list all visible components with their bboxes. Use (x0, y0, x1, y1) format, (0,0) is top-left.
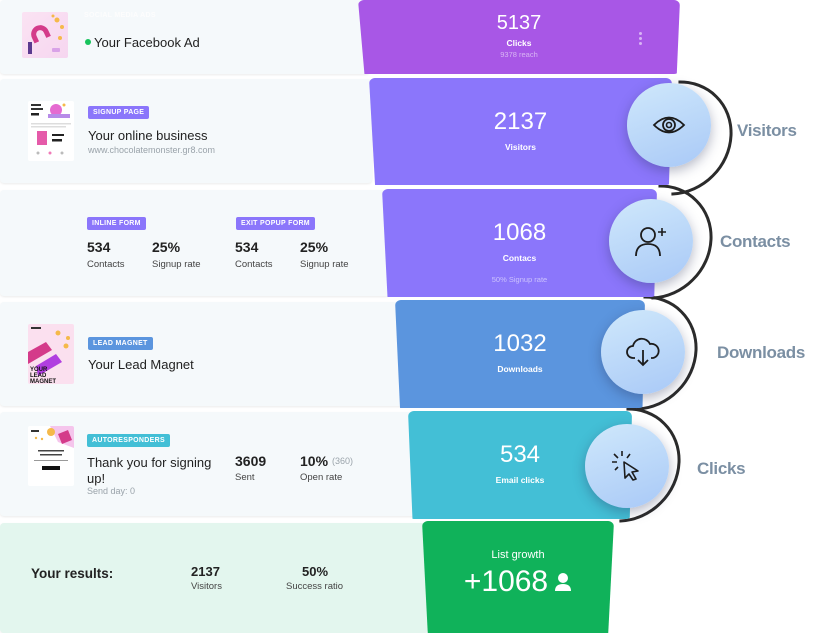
signup-page-title: Your online business (88, 128, 208, 143)
more-vertical-icon[interactable] (639, 32, 642, 47)
source-tag: SOCIAL MEDIA ADS (84, 12, 156, 19)
exit-contacts-label: Contacts (235, 259, 273, 270)
visitors-value: 2137 (493, 108, 548, 135)
contacts-label: Contacs (502, 253, 537, 263)
send-day: Send day: 0 (87, 486, 136, 496)
sent-value: 3609 (235, 453, 267, 469)
row-lead-magnet[interactable]: YOUR LEAD MAGNET LEAD MAGNET Your Lead M… (0, 302, 405, 406)
user-icon (555, 573, 572, 591)
stage-label-downloads: Downloads (717, 343, 805, 362)
svg-text:YOUR: YOUR (30, 367, 48, 373)
autoresponder-thumbnail (28, 426, 74, 486)
cursor-click-icon (612, 451, 639, 481)
svg-text:LEAD: LEAD (30, 373, 47, 379)
ads-reach: 9378 reach (500, 50, 538, 59)
list-growth-label: List growth (491, 549, 545, 561)
inline-rate-label: Signup rate (152, 259, 201, 270)
sent-label: Sent (235, 472, 255, 483)
funnel-ads[interactable]: 5137 Clicks 9378 reach (358, 0, 680, 74)
stage-circle-clicks[interactable] (585, 424, 669, 508)
downloads-value: 1032 (493, 330, 547, 357)
status-dot (85, 39, 91, 45)
ads-clicks-value: 5137 (496, 12, 542, 34)
stage-circle-visitors[interactable] (627, 83, 711, 167)
ad-thumbnail (22, 12, 68, 58)
list-growth-value: +1068 (463, 565, 549, 598)
magnet-illustration (28, 14, 64, 54)
svg-text:MAGNET: MAGNET (30, 379, 56, 384)
inline-contacts-value: 534 (87, 239, 111, 255)
stage-circle-downloads[interactable] (601, 310, 685, 394)
exit-rate-label: Signup rate (300, 259, 349, 270)
row-signup-page[interactable]: SIGNUP PAGE Your online business www.cho… (0, 79, 372, 183)
autoresponder-title-line1: Thank you for signing (87, 455, 212, 470)
results-success-label: Success ratio (286, 581, 344, 592)
stage-label-contacts: Contacts (720, 232, 791, 251)
downloads-label: Downloads (497, 364, 543, 374)
open-count: (360) (332, 456, 354, 466)
stage-circle-contacts[interactable] (609, 199, 693, 283)
exit-rate-value: 25% (300, 239, 329, 255)
autoresponder-tag: AUTORESPONDERS (87, 434, 170, 447)
row-facebook-ad[interactable]: SOCIAL MEDIA ADS Your Facebook Ad (0, 0, 370, 74)
cloud-download-icon (626, 337, 660, 367)
list-growth-value-wrap: +1068 (422, 565, 614, 599)
autoresponder-title-line2: up! (87, 471, 106, 486)
row-forms[interactable]: INLINE FORM 534 Contacts 25% Signup rate… (0, 190, 390, 296)
open-rate-label: Open rate (300, 472, 343, 483)
stage-label-clicks: Clicks (697, 459, 746, 478)
email-clicks-value: 534 (499, 441, 541, 468)
results-visitors-label: Visitors (191, 581, 222, 592)
inline-rate-value: 25% (152, 239, 181, 255)
ad-title: Your Facebook Ad (94, 35, 200, 50)
results-visitors-value: 2137 (191, 564, 220, 579)
visitors-label: Visitors (504, 142, 537, 152)
exit-popup-tag: EXIT POPUP FORM (236, 217, 315, 230)
email-clicks-label: Email clicks (495, 475, 545, 485)
exit-contacts-value: 534 (235, 239, 259, 255)
signup-page-thumbnail (28, 101, 74, 161)
inline-contacts-label: Contacts (87, 259, 125, 270)
eye-icon (652, 116, 686, 134)
open-rate-value: 10% (300, 453, 329, 469)
row-results: Your results: 2137 Visitors 50% Success … (0, 523, 428, 633)
stage-label-visitors: Visitors (737, 121, 797, 140)
contacts-signup-rate: 50% Signup rate (491, 275, 548, 284)
results-title: Your results: (31, 566, 114, 581)
funnel-visitors[interactable]: 2137 Visitors (369, 78, 672, 185)
lead-magnet-thumbnail: YOUR LEAD MAGNET (28, 324, 74, 384)
row-autoresponder[interactable]: AUTORESPONDERS Thank you for signing up!… (0, 412, 418, 516)
lead-magnet-tag: LEAD MAGNET (88, 337, 153, 350)
add-user-icon (635, 227, 666, 257)
signup-page-tag: SIGNUP PAGE (88, 106, 150, 119)
contacts-value: 1068 (492, 219, 547, 246)
signup-page-url[interactable]: www.chocolatemonster.gr8.com (88, 145, 216, 155)
inline-form-tag: INLINE FORM (87, 217, 146, 230)
ads-clicks-label: Clicks (506, 38, 532, 48)
results-success-value: 50% (302, 564, 329, 579)
funnel-list-growth: List growth +1068 (422, 521, 614, 633)
lead-magnet-title: Your Lead Magnet (88, 357, 194, 372)
